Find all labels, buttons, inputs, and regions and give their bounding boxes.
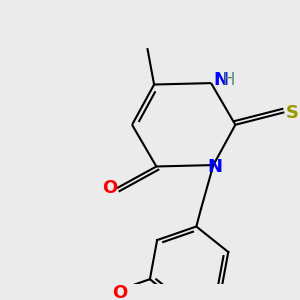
Text: O: O [112,284,128,300]
Text: H: H [223,71,235,89]
Text: O: O [102,179,117,197]
Text: N: N [213,71,228,89]
Text: S: S [286,103,299,122]
Text: N: N [208,158,223,176]
